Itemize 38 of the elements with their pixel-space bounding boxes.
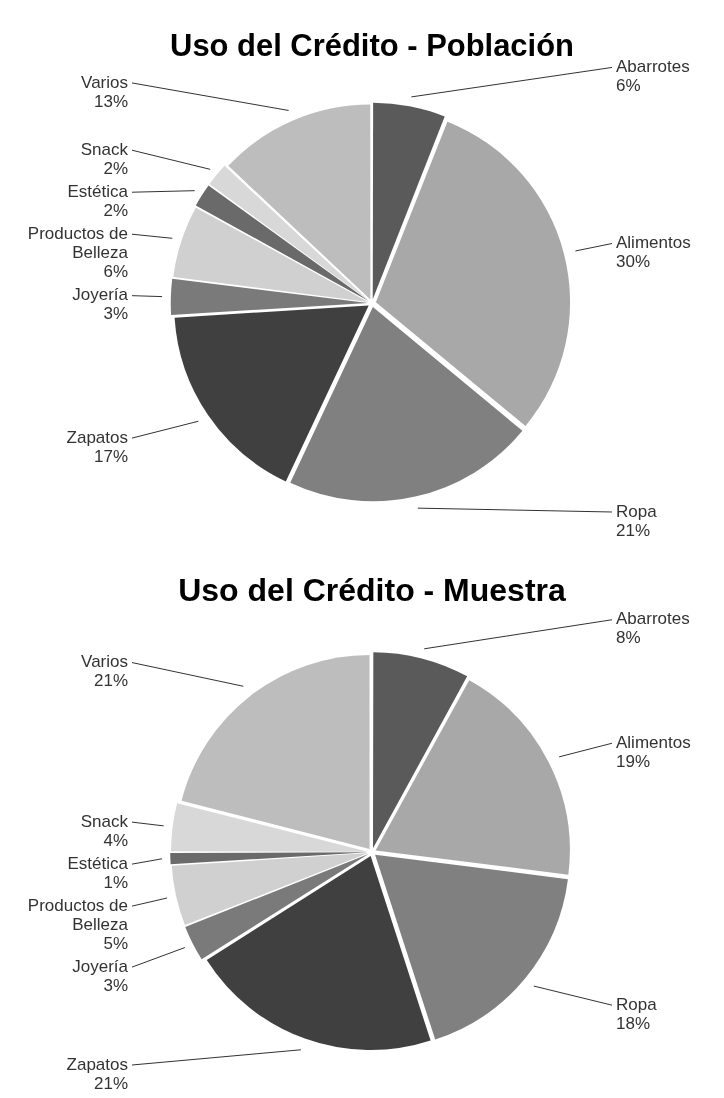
slice-label: Snack [80,811,129,831]
chart-title: Uso del Crédito - Población [170,27,574,64]
data-label: 19% [616,751,651,771]
data-label: 21% [93,1073,128,1093]
slice-label: Productos de Belleza [27,223,129,262]
data-label: 3% [103,304,128,324]
slice-label: Ropa [616,994,658,1014]
slice-label: Ropa [616,501,658,521]
data-label: 2% [103,158,128,178]
slice-label: Alimentos [616,732,691,752]
slice-label: Abarrotes [616,609,690,629]
slice-label: Snack [80,139,129,159]
data-label: 21% [93,671,128,691]
data-label: 6% [616,76,641,96]
slice-label: Alimentos [616,233,691,253]
slice-label: Estética [67,853,129,873]
chart-title: Uso del Crédito - Muestra [178,572,567,609]
slice-label: Zapatos [66,1054,128,1074]
slice-label: Joyería [72,285,129,305]
data-label: 13% [93,91,128,111]
slice-label: Varios [81,652,128,672]
data-label: 18% [616,1013,651,1033]
data-label: 2% [103,200,128,220]
data-label: 1% [103,872,128,892]
data-label: 6% [103,261,128,281]
slice-label: Varios [81,72,128,92]
data-label: 30% [616,252,651,272]
data-label: 17% [93,446,128,466]
data-label: 4% [103,830,128,850]
data-label: 8% [616,628,641,648]
slice-label: Estética [67,181,129,201]
slice-label: Abarrotes [616,57,690,77]
slice-label: Zapatos [66,427,128,447]
data-label: 5% [103,933,128,953]
data-label: 3% [103,975,128,995]
slice-label: Joyería [72,956,129,976]
slice-label: Productos de Belleza [27,895,129,934]
data-label: 21% [616,520,651,540]
